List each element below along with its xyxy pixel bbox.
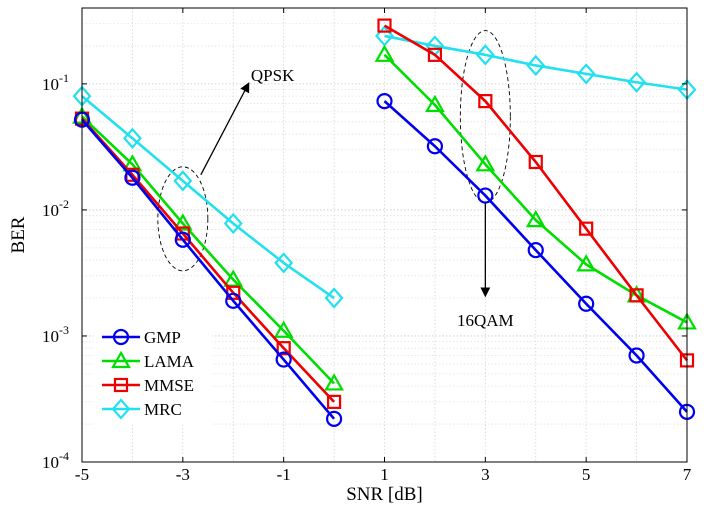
data-point — [527, 241, 544, 259]
series-line — [81, 95, 335, 300]
data-point — [225, 292, 242, 309]
data-point — [628, 347, 645, 364]
tick-labels: -5 -3 -1 1 3 5 710-110-210-310-4 — [42, 8, 692, 484]
data-point — [223, 269, 244, 287]
data-point — [576, 254, 597, 272]
data-point — [173, 170, 193, 192]
data-point — [276, 341, 291, 356]
data-point — [376, 93, 393, 110]
data-point — [526, 54, 546, 77]
data-point — [223, 212, 243, 235]
y-tick-base: 10 — [42, 327, 59, 346]
data-point — [525, 209, 546, 228]
qpsk-arrow — [200, 82, 250, 176]
y-tick-label: 10-1 — [42, 71, 69, 94]
data-point — [273, 320, 294, 338]
y-tick-label: 10-3 — [42, 323, 69, 346]
data-point — [475, 154, 496, 172]
series-line — [81, 117, 336, 403]
data-point — [629, 288, 644, 303]
legend-label: GMP — [144, 328, 181, 347]
series-line — [81, 118, 336, 420]
data-point — [578, 295, 595, 312]
legend-label: MRC — [144, 400, 182, 419]
data-point — [324, 287, 344, 309]
series-mmse — [74, 18, 695, 409]
data-point — [426, 138, 444, 155]
data-point — [475, 44, 495, 66]
series-gmp — [73, 93, 696, 427]
series-layer — [72, 18, 697, 427]
data-point — [427, 47, 443, 62]
y-tick-exponent: -2 — [59, 197, 69, 211]
data-point — [275, 351, 292, 368]
series-line — [81, 115, 336, 385]
annotation-16qam: 16QAM — [457, 311, 514, 330]
legend-label: MMSE — [144, 376, 194, 395]
y-tick-label: 10-2 — [42, 197, 69, 220]
x-tick-label: -5 — [75, 465, 89, 484]
series-line — [383, 24, 689, 362]
y-tick-exponent: -4 — [59, 449, 69, 463]
data-point — [374, 44, 395, 62]
x-tick-label: 5 — [582, 465, 591, 484]
legend-marker — [112, 328, 130, 346]
qpsk-group-ellipse — [157, 166, 209, 272]
x-tick-label: -3 — [176, 465, 190, 484]
data-point — [528, 154, 543, 170]
data-point — [425, 94, 445, 113]
y-tick-label: 10-4 — [42, 449, 69, 472]
data-point — [326, 394, 342, 409]
data-point — [174, 231, 191, 248]
data-point — [478, 94, 493, 109]
x-tick-label: -1 — [277, 465, 291, 484]
legend-label: LAMA — [144, 352, 195, 371]
y-tick-exponent: -1 — [59, 71, 69, 85]
data-point — [576, 63, 596, 85]
y-axis-label: BER — [8, 216, 29, 253]
y-tick-exponent: -3 — [59, 323, 69, 337]
data-point — [274, 252, 294, 274]
data-point — [124, 169, 141, 186]
legend: GMP LAMA MMSE MRC — [93, 319, 213, 425]
data-point — [325, 410, 343, 427]
x-tick-label: 1 — [380, 465, 389, 484]
y-tick-base: 10 — [42, 75, 59, 94]
data-point — [579, 221, 594, 236]
data-point — [172, 213, 193, 231]
legend-marker — [113, 377, 129, 393]
legend-marker — [111, 398, 131, 420]
annotation-qpsk: QPSK — [251, 66, 295, 85]
x-tick-label: 3 — [481, 465, 490, 484]
data-point — [122, 127, 142, 149]
series-line — [384, 34, 688, 91]
data-point — [324, 373, 344, 391]
data-point — [477, 187, 494, 204]
x-tick-label: 7 — [683, 465, 692, 484]
legend-marker — [111, 350, 131, 369]
x-axis-label: SNR [dB] — [346, 484, 423, 505]
series-mrc — [72, 25, 697, 309]
y-tick-base: 10 — [42, 201, 59, 220]
data-point — [377, 18, 392, 33]
y-tick-base: 10 — [42, 453, 59, 472]
data-point — [627, 71, 647, 93]
series-line — [383, 100, 688, 413]
